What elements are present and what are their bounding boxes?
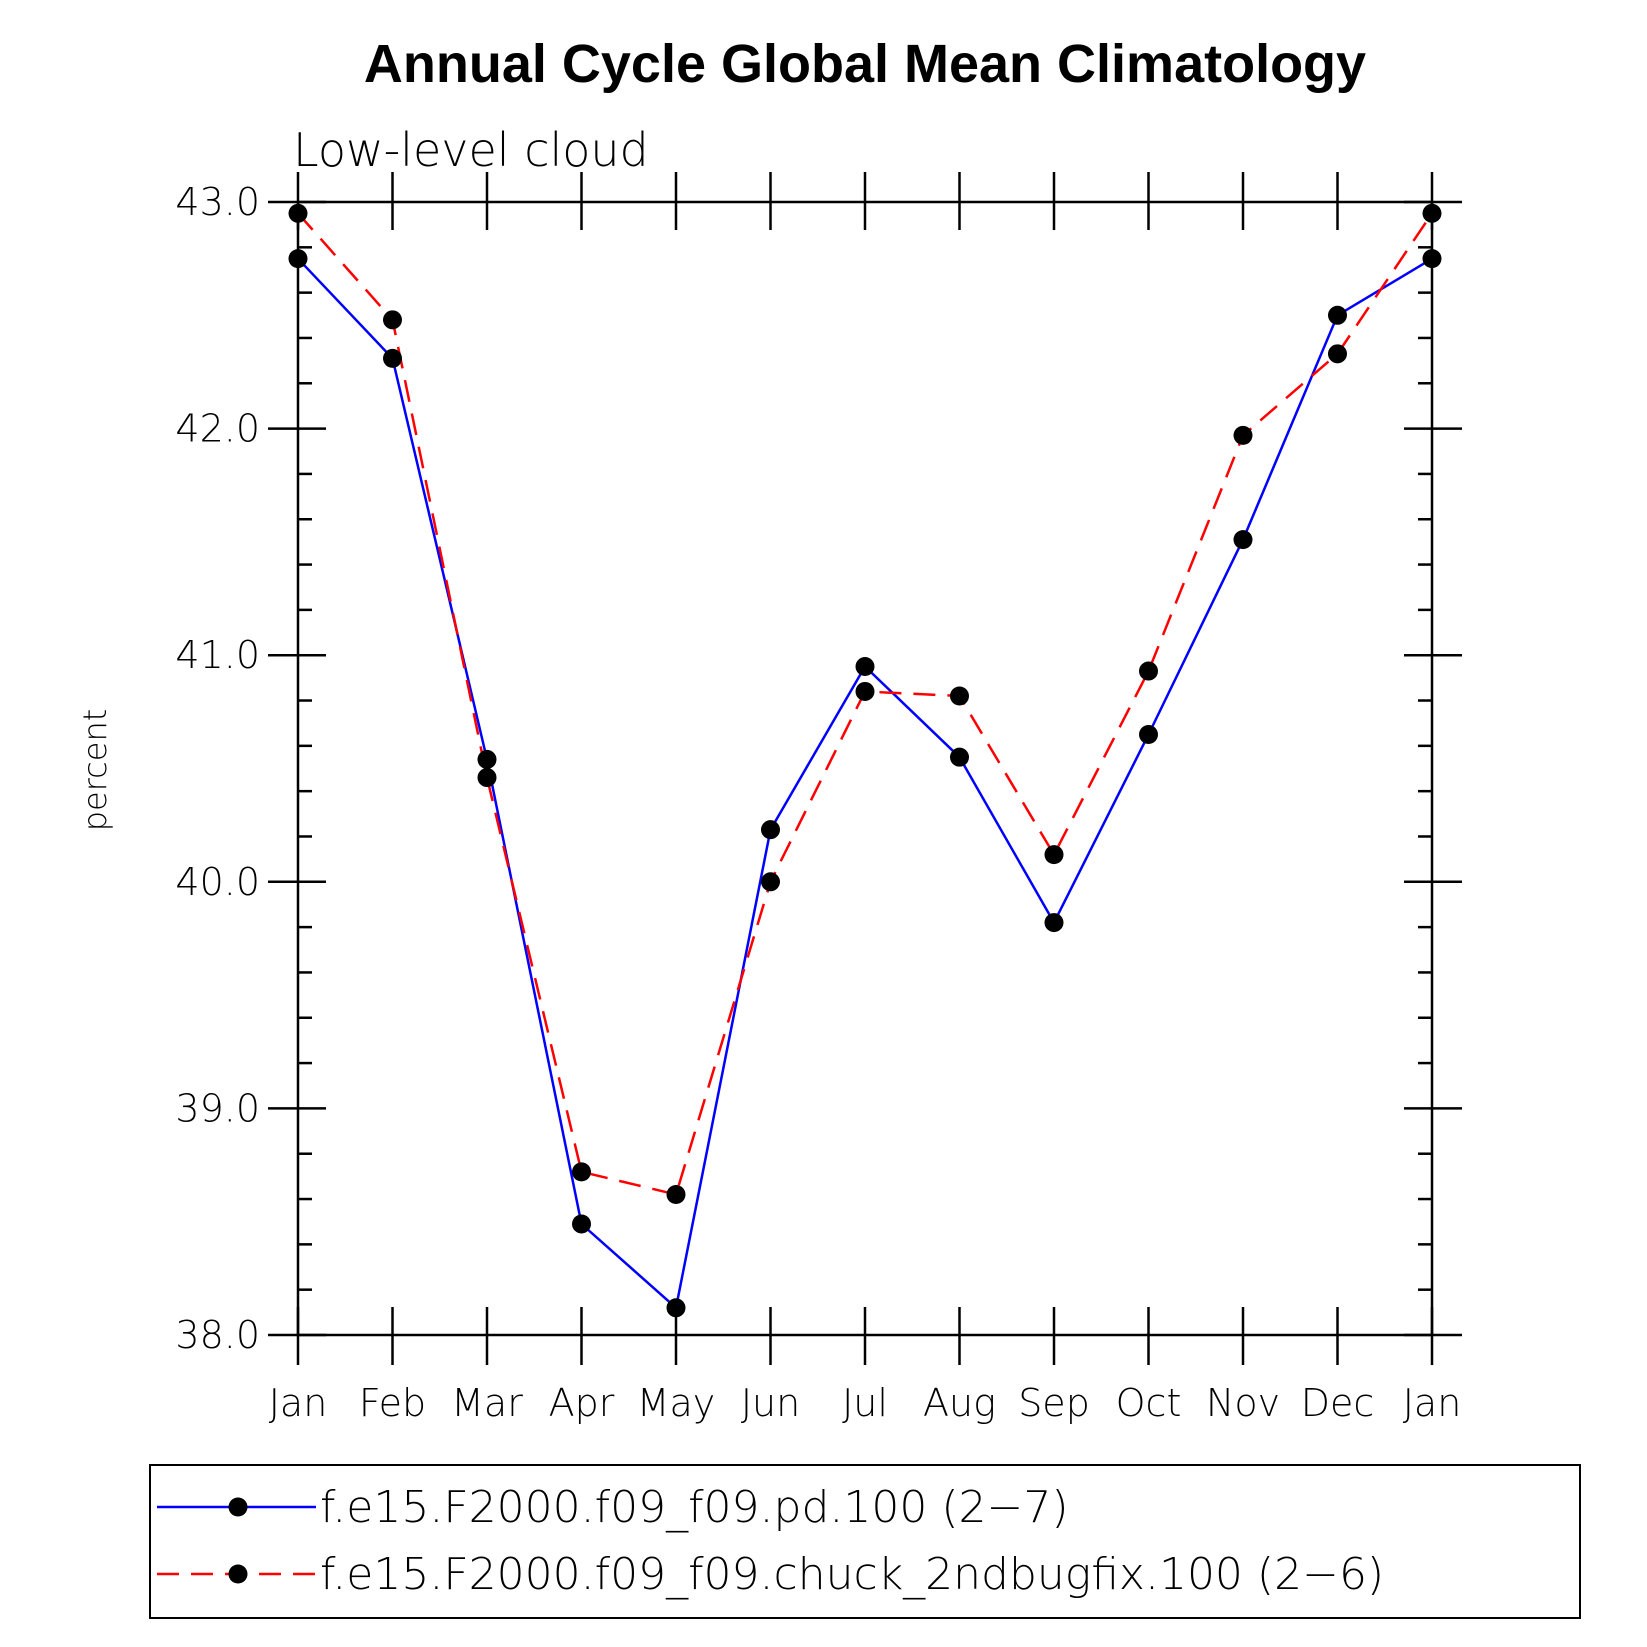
x-tick-label: Jun bbox=[741, 1381, 800, 1425]
data-point-series-1 bbox=[383, 348, 402, 368]
x-tick-label: Nov bbox=[1206, 1381, 1280, 1425]
x-tick-label: Oct bbox=[1116, 1381, 1182, 1425]
data-point-series-1 bbox=[1044, 913, 1064, 933]
data-point-series-1 bbox=[477, 749, 497, 769]
y-tick-label: 40.0 bbox=[175, 860, 260, 904]
data-point-series-2 bbox=[761, 872, 780, 892]
series-lines bbox=[297, 212, 1434, 1310]
series-markers bbox=[288, 203, 1442, 1318]
data-point-series-2 bbox=[1422, 203, 1442, 223]
data-point-series-1 bbox=[950, 747, 969, 767]
chart-title: Annual Cycle Global Mean Climatology bbox=[364, 34, 1366, 94]
data-point-series-1 bbox=[288, 249, 308, 269]
data-point-series-2 bbox=[477, 768, 497, 788]
data-point-series-1 bbox=[1233, 530, 1253, 550]
x-tick-label: Jul bbox=[842, 1381, 888, 1425]
y-tick-label: 42.0 bbox=[175, 407, 260, 451]
legend-box bbox=[149, 1464, 1581, 1619]
legend-marker-series-1 bbox=[228, 1497, 248, 1517]
data-point-series-1 bbox=[666, 1298, 686, 1318]
data-point-series-2 bbox=[383, 310, 402, 330]
data-point-series-2 bbox=[1233, 425, 1253, 445]
x-tick-label: Dec bbox=[1301, 1381, 1375, 1425]
data-point-series-1 bbox=[761, 820, 780, 840]
data-point-series-1 bbox=[572, 1214, 591, 1234]
data-point-series-2 bbox=[1044, 845, 1064, 865]
data-point-series-2 bbox=[572, 1162, 591, 1182]
data-point-series-2 bbox=[288, 203, 308, 223]
y-tick-label: 38.0 bbox=[175, 1313, 260, 1357]
y-tick-label: 43.0 bbox=[175, 180, 260, 224]
x-tick-label: May bbox=[637, 1381, 716, 1425]
data-point-series-1 bbox=[1139, 725, 1158, 745]
data-point-series-1 bbox=[855, 657, 875, 677]
x-tick-label: Feb bbox=[359, 1381, 426, 1425]
legend: f.e15.F2000.f09_f09.pd.100 (2−7) f.e15.F… bbox=[149, 1464, 1581, 1619]
x-tick-label: Jan bbox=[269, 1381, 328, 1425]
data-point-series-2 bbox=[950, 686, 969, 706]
data-point-series-2 bbox=[1139, 661, 1158, 681]
series-line-2 bbox=[297, 212, 1434, 1196]
x-tick-label: Sep bbox=[1018, 1381, 1090, 1425]
chart-subtitle: Low-level cloud bbox=[293, 123, 649, 177]
legend-label-series-1: f.e15.F2000.f09_f09.pd.100 (2−7) bbox=[320, 1482, 1069, 1533]
data-point-series-2 bbox=[666, 1185, 686, 1205]
axes: 38.0 39.0 40.0 41.0 42.0 43.0 Jan Feb Mar Apr May J… bbox=[175, 172, 1462, 1425]
data-point-series-2 bbox=[1328, 344, 1347, 364]
data-point-series-2 bbox=[855, 681, 875, 701]
y-tick-label: 41.0 bbox=[175, 633, 260, 677]
x-tick-label: Apr bbox=[549, 1381, 615, 1425]
data-point-series-1 bbox=[1328, 305, 1347, 325]
x-tick-label: Mar bbox=[451, 1381, 523, 1425]
series-line-1 bbox=[297, 257, 1433, 1310]
x-tick-label: Jan bbox=[1403, 1381, 1462, 1425]
legend-label-series-2: f.e15.F2000.f09_f09.chuck_2ndbugfix.100 … bbox=[320, 1549, 1384, 1600]
plot-frame bbox=[296, 200, 1434, 1337]
x-tick-label: Aug bbox=[923, 1381, 996, 1425]
legend-marker-series-2 bbox=[228, 1564, 248, 1584]
y-tick-label: 39.0 bbox=[175, 1086, 260, 1130]
data-point-series-1 bbox=[1422, 249, 1442, 269]
y-axis-label: percent bbox=[76, 709, 114, 832]
